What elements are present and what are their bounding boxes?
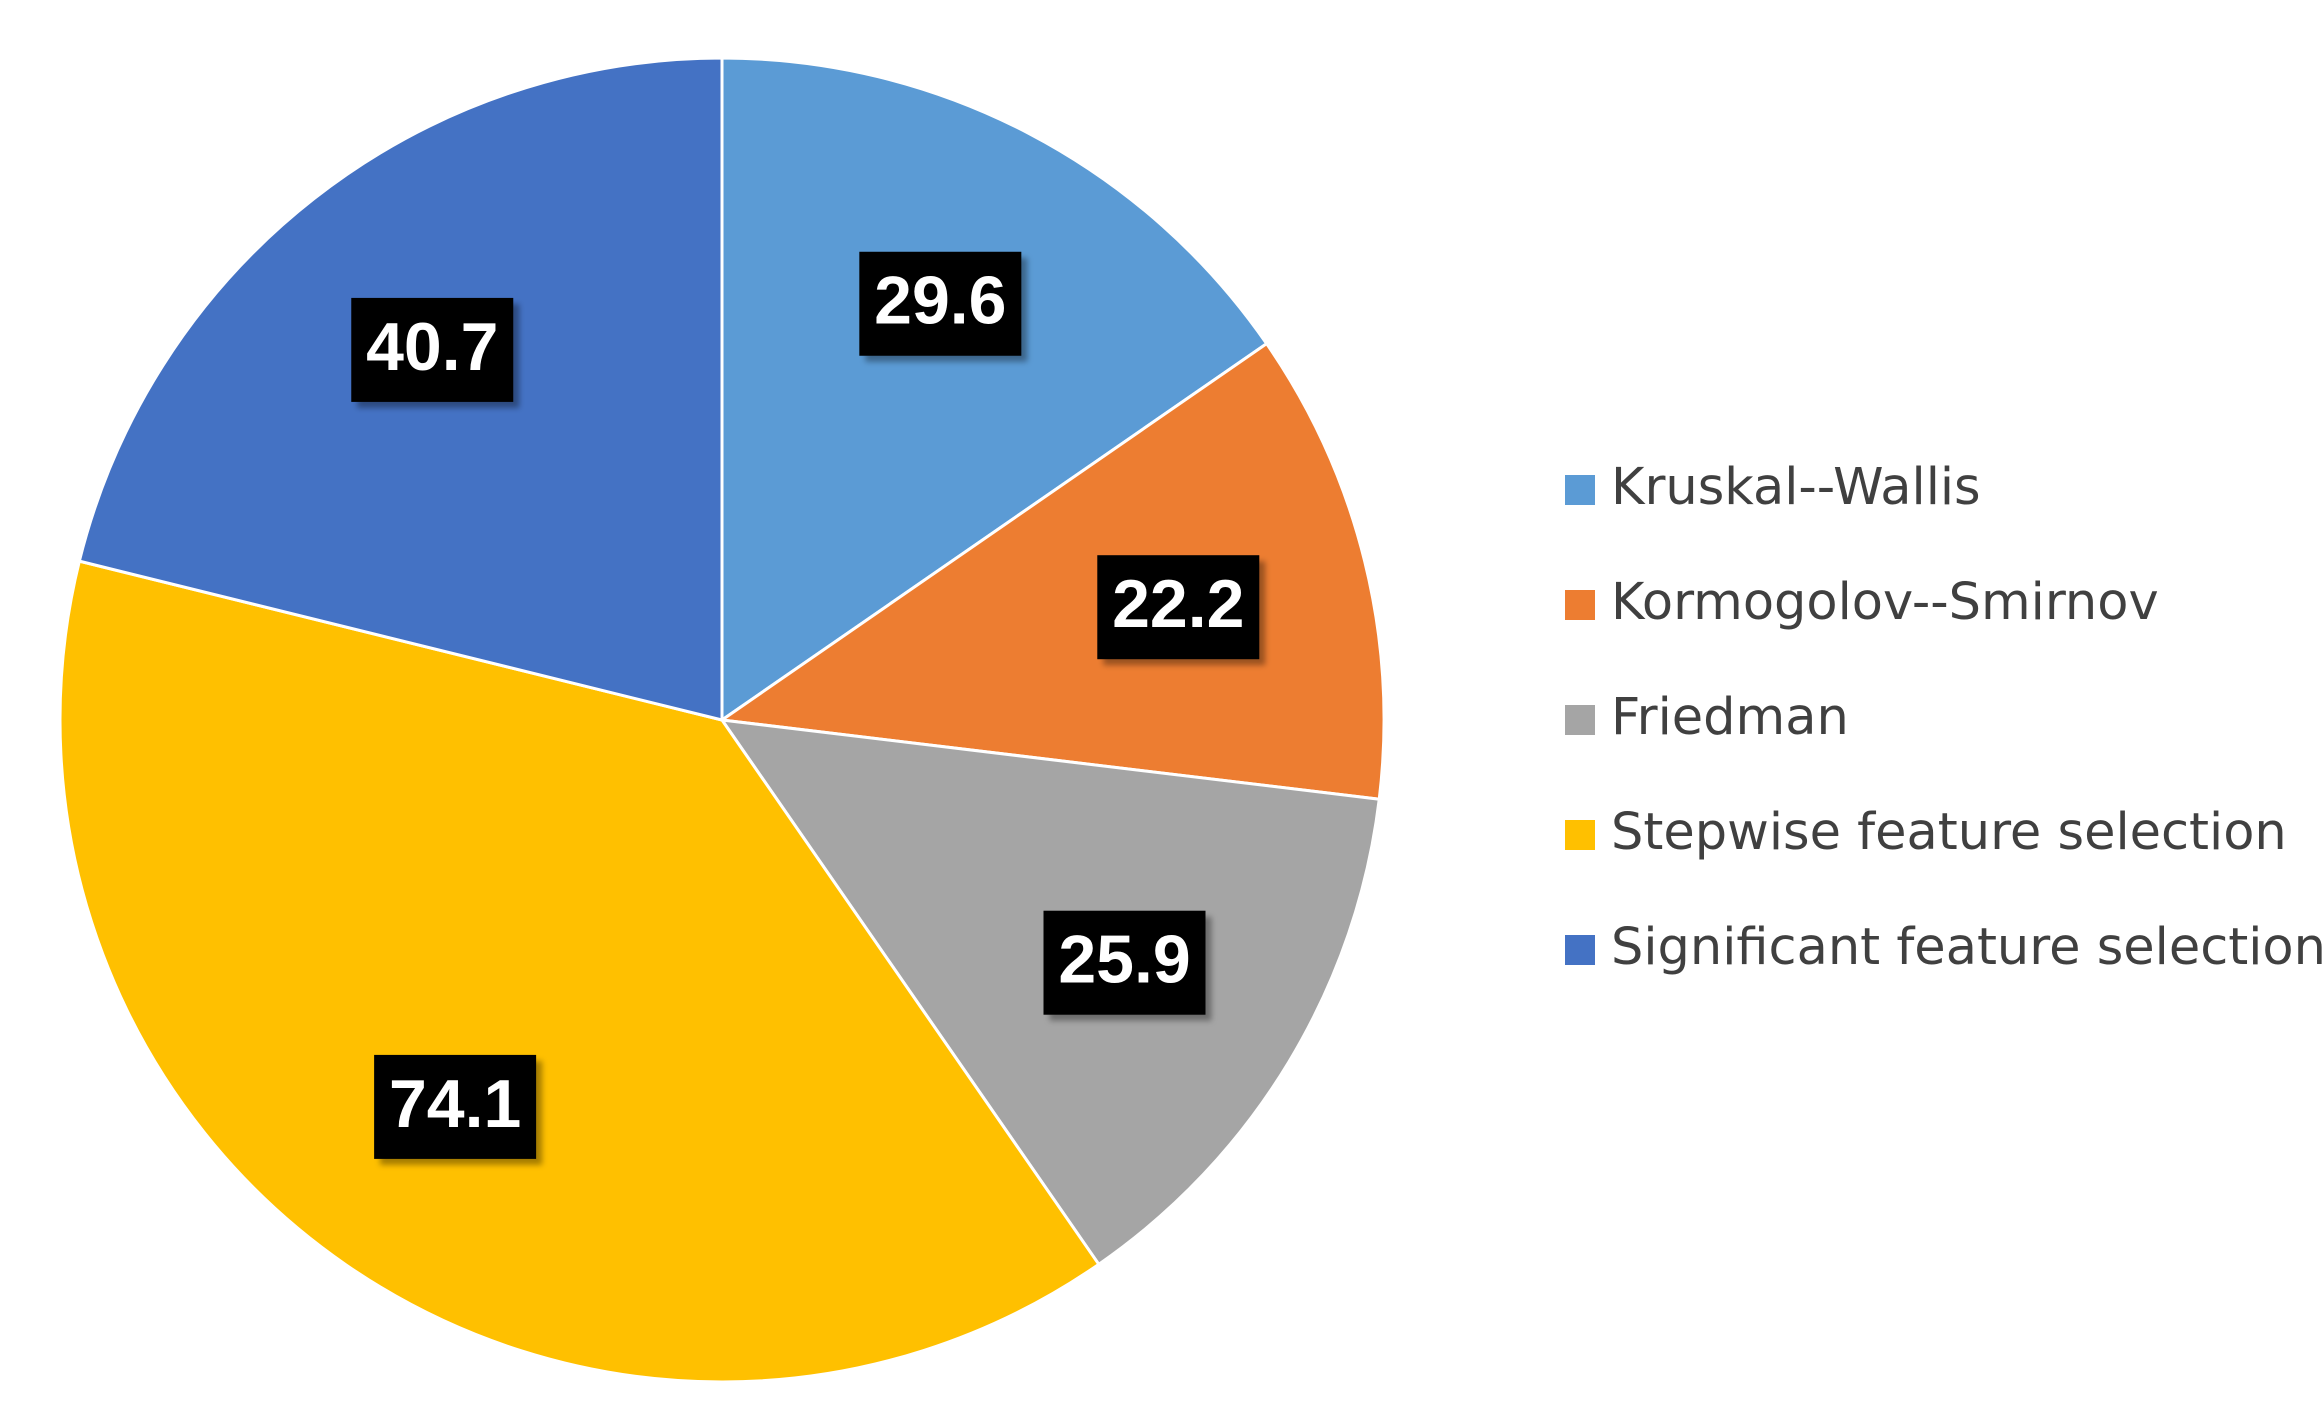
data-label-value: 29.6 xyxy=(874,263,1006,339)
legend-item-stepwise-feature-selection: Stepwise feature selection xyxy=(1565,803,2287,862)
data-label-box xyxy=(351,297,514,402)
legend-item-significant-feature-selection: Significant feature selection xyxy=(1565,918,2322,977)
legend-item-kruskal-wallis: Kruskal--Wallis xyxy=(1565,458,1981,517)
data-label-stepwise-feature-selection: 74.1 xyxy=(374,1054,537,1159)
data-label-kormogolov-smirnov: 22.2 xyxy=(1097,555,1260,660)
data-label-significant-feature-selection: 40.7 xyxy=(351,297,514,402)
legend-swatch xyxy=(1565,475,1595,505)
legend-label: Kruskal--Wallis xyxy=(1611,458,1981,517)
data-label-friedman: 25.9 xyxy=(1043,910,1206,1015)
legend-label: Kormogolov--Smirnov xyxy=(1611,573,2159,632)
data-label-box xyxy=(859,251,1022,356)
data-label-value: 74.1 xyxy=(389,1066,521,1142)
data-label-value: 22.2 xyxy=(1112,566,1244,642)
pie-slices xyxy=(58,56,1386,1384)
pie-slice-kormogolov-smirnov xyxy=(717,341,1386,801)
legend-swatch xyxy=(1565,935,1595,965)
legend-label: Friedman xyxy=(1611,688,1849,747)
data-label-kruskal-wallis: 29.6 xyxy=(859,251,1022,356)
pie-slice-kruskal-wallis xyxy=(720,56,1269,723)
legend: Kruskal--Wallis Kormogolov--Smirnov Friedm… xyxy=(1565,458,2322,977)
data-label-box xyxy=(1043,910,1206,1015)
legend-swatch xyxy=(1565,705,1595,735)
data-label-box xyxy=(374,1054,537,1159)
legend-item-friedman: Friedman xyxy=(1565,688,1849,747)
legend-label: Significant feature selection xyxy=(1611,918,2322,977)
data-label-box xyxy=(1097,555,1260,660)
data-labels: 29.6 22.2 25.9 74.1 40.7 xyxy=(351,251,1260,1159)
legend-swatch xyxy=(1565,590,1595,620)
data-label-value: 40.7 xyxy=(366,309,498,385)
legend-swatch xyxy=(1565,820,1595,850)
data-label-value: 25.9 xyxy=(1058,922,1190,998)
pie-slice-stepwise-feature-selection xyxy=(58,559,1101,1384)
legend-item-kormogolov-smirnov: Kormogolov--Smirnov xyxy=(1565,573,2159,632)
legend-label: Stepwise feature selection xyxy=(1611,803,2287,862)
